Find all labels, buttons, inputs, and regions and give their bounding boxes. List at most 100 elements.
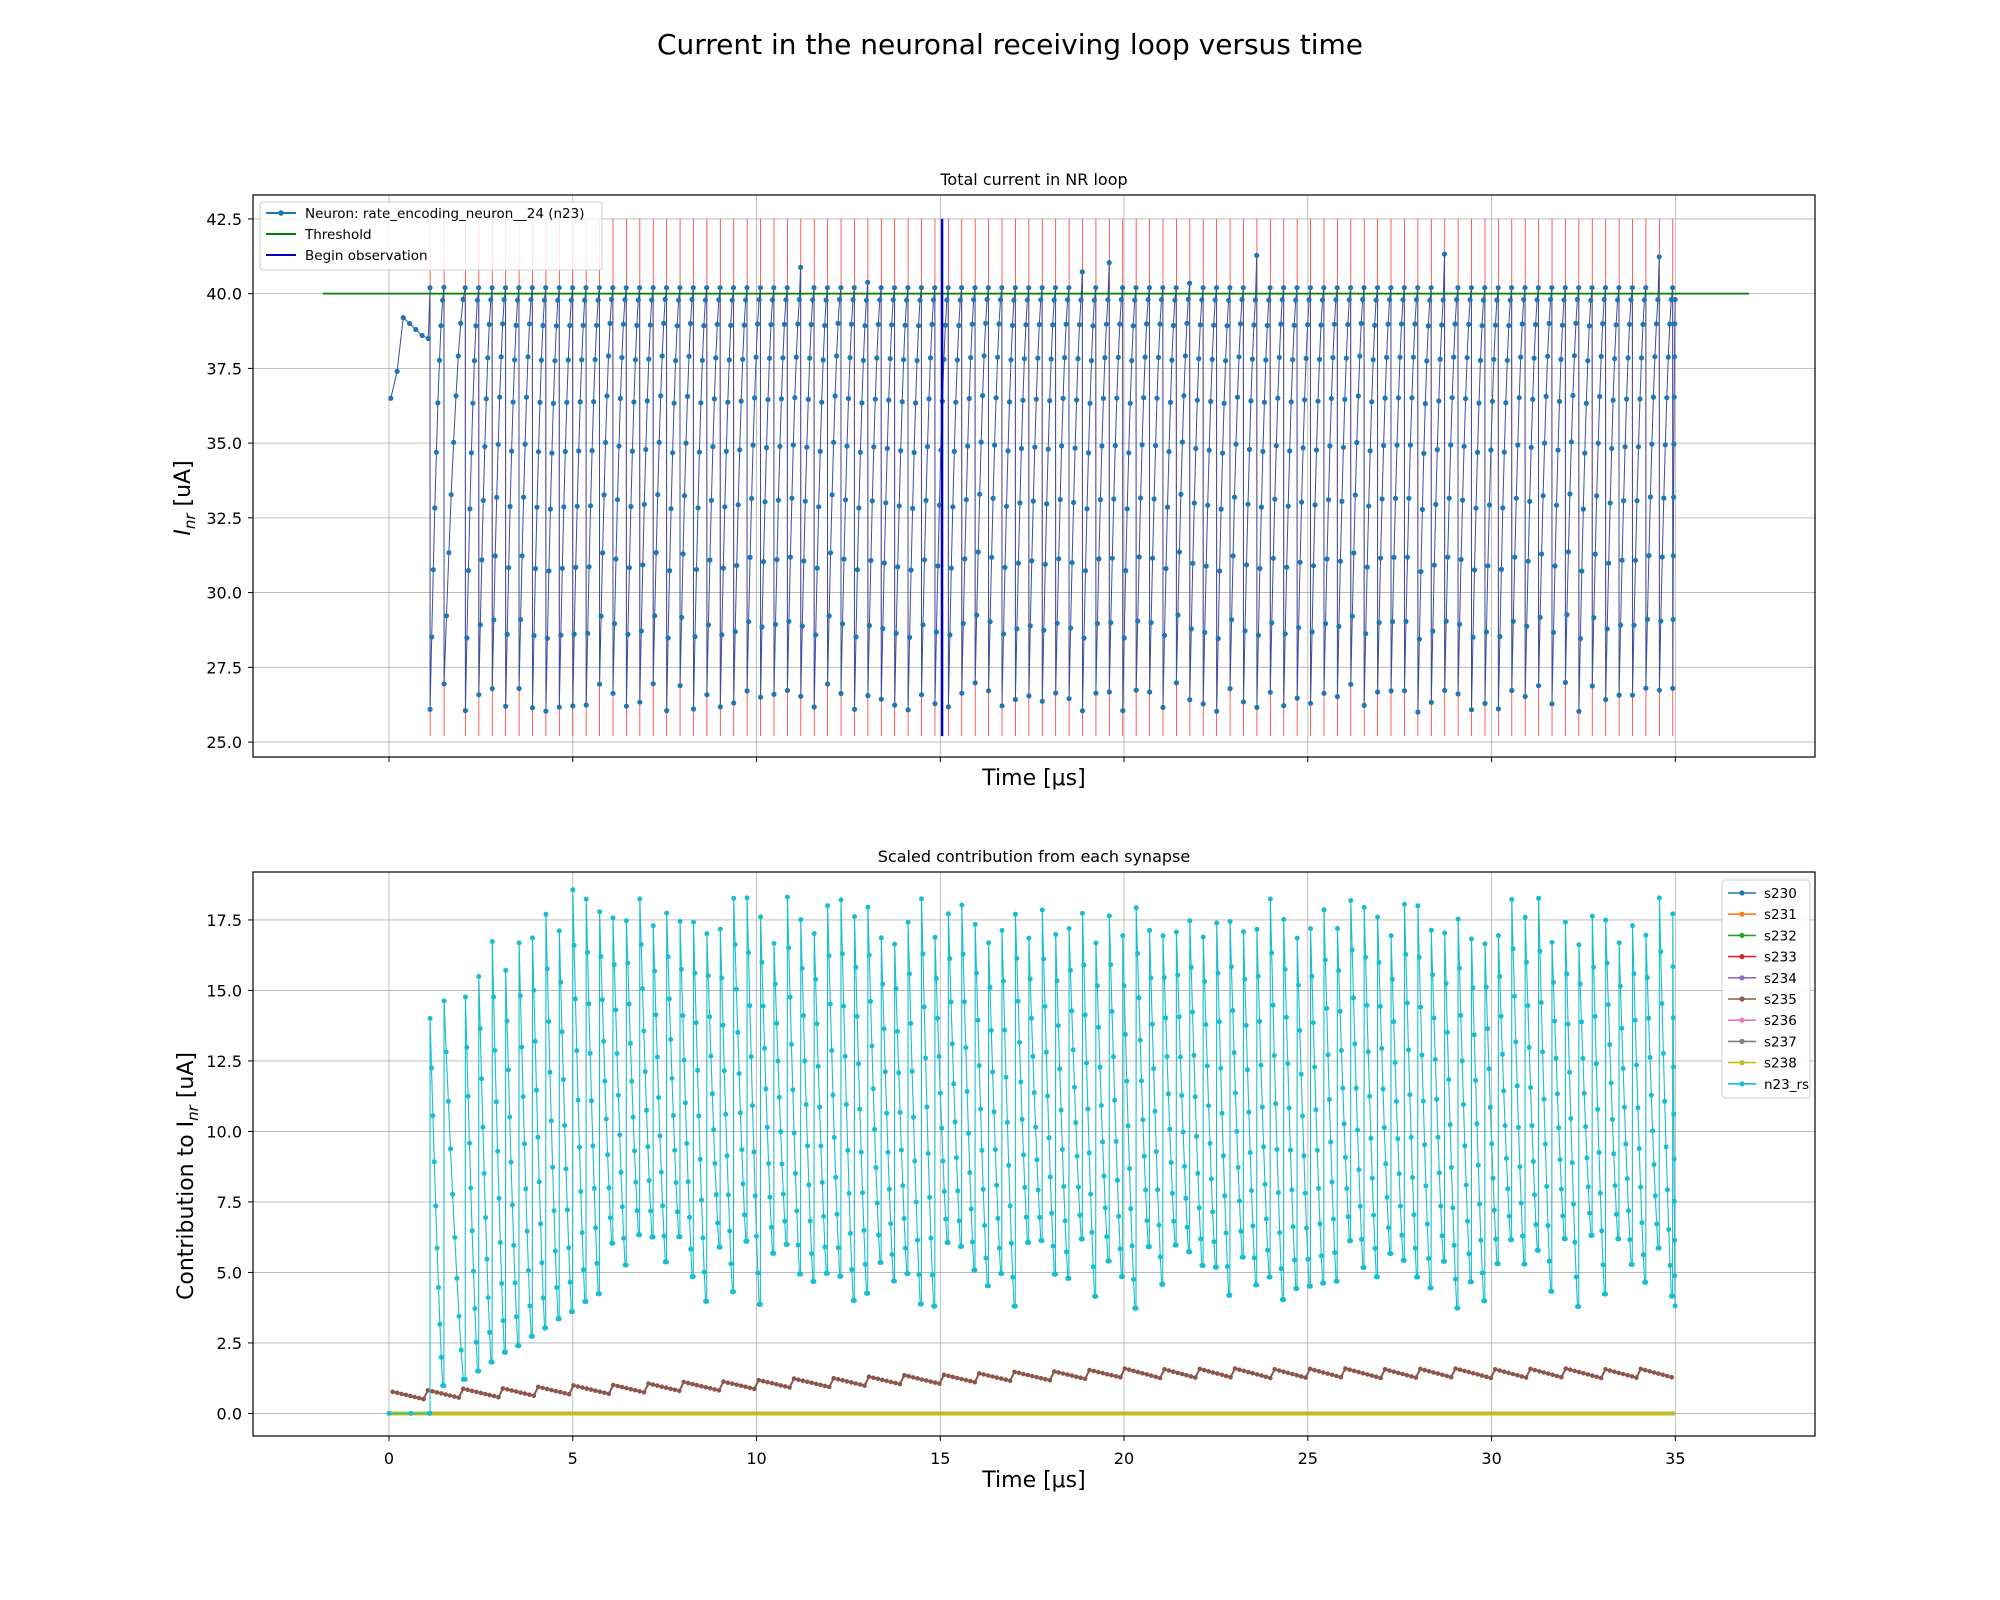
n23_rs-point xyxy=(1443,981,1449,986)
n23-current-point xyxy=(1443,618,1449,624)
s235-point xyxy=(924,1378,929,1383)
n23-current-point xyxy=(430,567,436,573)
n23_rs-point xyxy=(657,1133,663,1139)
n23-current-point xyxy=(1002,564,1008,571)
n23-current-point xyxy=(1625,355,1631,361)
n23_rs-point xyxy=(1090,1264,1096,1270)
n23_rs-point xyxy=(771,1250,777,1256)
n23_rs-point xyxy=(865,1290,871,1296)
n23_rs-point xyxy=(1146,1244,1152,1250)
n23_rs-point xyxy=(1375,1274,1380,1280)
n23_rs-point xyxy=(764,1124,770,1130)
s235-point xyxy=(1528,1366,1533,1372)
s235-point xyxy=(1506,1370,1511,1376)
n23_rs-point xyxy=(1222,1193,1228,1199)
legend-marker xyxy=(1739,890,1745,896)
n23_rs-point xyxy=(1269,950,1275,956)
n23-current-point xyxy=(1640,321,1646,327)
n23-current-point xyxy=(802,498,808,504)
n23-current-point xyxy=(1452,321,1458,327)
n23_rs-point xyxy=(1471,1032,1477,1038)
s235-point xyxy=(1391,1369,1397,1374)
n23_rs-point xyxy=(1583,1124,1589,1130)
n23_rs-point xyxy=(1520,1233,1525,1239)
n23_rs-point xyxy=(1127,1166,1132,1172)
n23_rs-point xyxy=(1258,1062,1264,1068)
n23_rs-point xyxy=(558,979,564,985)
n23-current-point xyxy=(1074,397,1080,403)
n23-current-point xyxy=(1559,322,1566,328)
n23_rs-point xyxy=(888,1221,894,1227)
s235-point xyxy=(1620,1371,1626,1377)
n23_rs-point xyxy=(1509,1237,1515,1243)
n23-current-point xyxy=(537,399,543,405)
n23-current-point xyxy=(1141,395,1147,401)
n23_rs-point xyxy=(546,1019,552,1024)
legend-label: Neuron: rate_encoding_neuron__24 (n23) xyxy=(305,206,585,222)
n23_rs-point xyxy=(1514,1083,1520,1089)
n23-current-point xyxy=(1009,322,1016,328)
top-chart-title: Total current in NR loop xyxy=(939,170,1127,189)
n23-current-point xyxy=(1035,355,1041,361)
s235-point xyxy=(1246,1369,1251,1375)
n23-current-point xyxy=(1203,563,1209,569)
s235-point xyxy=(1290,1371,1295,1377)
n23_rs-point xyxy=(1376,959,1382,965)
n23-current-point xyxy=(580,322,586,328)
n23-current-point xyxy=(704,285,710,291)
n23-current-point xyxy=(485,355,491,361)
n23-current-point xyxy=(667,568,673,574)
n23_rs-point xyxy=(520,1094,526,1100)
n23-current-point xyxy=(1340,444,1346,450)
n23_rs-point xyxy=(1200,1263,1206,1268)
n23-current-point xyxy=(945,704,952,710)
n23-current-point xyxy=(646,356,652,362)
n23-current-point xyxy=(684,393,691,399)
n23-current-point xyxy=(671,400,677,406)
bottom-chart-ticks: 0 5 10 15 20 25 30 350.02.55.07.510.012.515.017… xyxy=(206,911,1685,1468)
n23_rs-point xyxy=(1558,1186,1564,1192)
n23_rs-point xyxy=(835,1245,841,1251)
legend-marker xyxy=(1739,1017,1745,1023)
n23_rs-point xyxy=(737,1110,743,1116)
n23-current-point xyxy=(1142,354,1148,360)
top-chart-y-tick-label: 40.0 xyxy=(206,285,242,304)
n23-current-point xyxy=(1583,400,1589,406)
n23_rs-point xyxy=(641,1028,647,1034)
n23_rs-point xyxy=(524,1228,530,1234)
n23-current-point xyxy=(1388,688,1394,694)
s235-point xyxy=(1060,1371,1066,1376)
n23-current-point xyxy=(1321,285,1327,291)
n23_rs-point xyxy=(619,1204,625,1210)
n23_rs-point xyxy=(892,1278,897,1284)
n23_rs-point xyxy=(438,1354,444,1360)
n23-current-point xyxy=(1528,444,1534,450)
n23_rs-point xyxy=(1182,1163,1187,1169)
n23-current-point xyxy=(763,445,770,451)
n23-current-point xyxy=(564,399,570,405)
n23_rs-point xyxy=(1604,960,1610,966)
s235-point xyxy=(496,1394,501,1400)
s235-point xyxy=(804,1379,810,1385)
bottom-chart-x-tick-label: 0 xyxy=(384,1449,394,1468)
n23_rs-point xyxy=(1448,1165,1454,1170)
n23-current-point xyxy=(1173,680,1179,686)
n23-current-point xyxy=(476,285,482,291)
s235-point xyxy=(443,1392,448,1397)
n23_rs-point xyxy=(838,1273,844,1279)
n23_rs-point xyxy=(1408,1134,1414,1140)
n23_rs-point xyxy=(626,1001,632,1007)
s235-point xyxy=(535,1384,541,1390)
n23_rs-point xyxy=(960,951,966,957)
n23_rs-point xyxy=(742,1212,747,1218)
n23_rs-point xyxy=(748,1054,754,1060)
n23_rs-point xyxy=(1434,1096,1440,1102)
n23_rs-point xyxy=(1505,1186,1511,1192)
n23_rs-point xyxy=(480,1124,486,1130)
n23-current-point xyxy=(1053,690,1059,696)
n23-current-point xyxy=(1333,297,1339,303)
n23-current-point xyxy=(1024,297,1030,303)
n23-current-point xyxy=(1117,321,1123,327)
n23-current-point xyxy=(680,551,686,557)
n23_rs-point xyxy=(1542,1141,1548,1147)
